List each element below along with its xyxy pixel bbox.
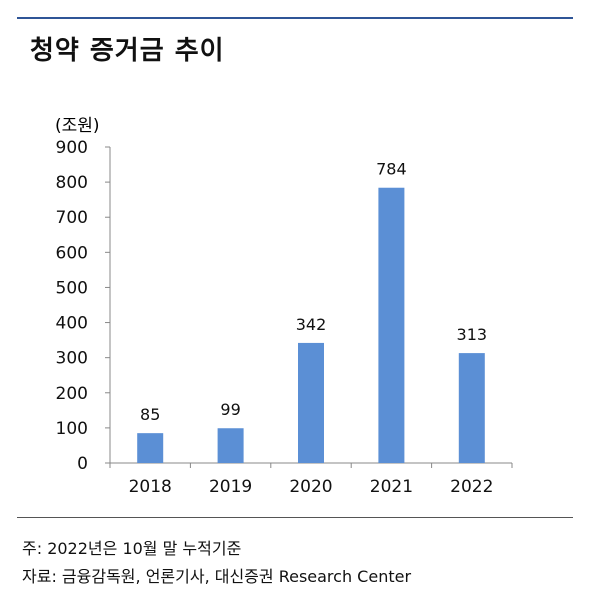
y-tick-label: 200 <box>56 384 88 404</box>
y-tick-label: 900 <box>56 138 88 158</box>
data-label-2020: 342 <box>296 315 327 334</box>
bar-2020 <box>298 342 324 463</box>
x-tick-label: 2021 <box>370 477 413 497</box>
data-label-2018: 85 <box>140 405 160 424</box>
y-axis: 0 100 200 300 400 500 600 700 800 900 <box>56 138 111 474</box>
bar-2021 <box>378 187 405 463</box>
bar-2022 <box>458 353 485 463</box>
bottom-rule <box>17 517 573 518</box>
y-tick-label: 800 <box>56 173 88 193</box>
x-tick-label: 2020 <box>289 477 332 497</box>
x-tick-label: 2019 <box>209 477 252 497</box>
bar-labels: 85 99 342 784 313 <box>140 160 487 424</box>
bar-2018 <box>137 433 164 463</box>
data-label-2021: 784 <box>376 160 407 179</box>
page-title: 청약 증거금 추이 <box>30 36 225 66</box>
y-tick-label: 600 <box>56 243 88 263</box>
y-tick-label: 500 <box>56 278 88 298</box>
footnote: 주: 2022년은 10월 말 누적기준 <box>22 539 242 558</box>
bars <box>137 187 485 463</box>
data-label-2022: 313 <box>457 325 488 344</box>
y-tick-label: 300 <box>56 349 88 369</box>
data-label-2019: 99 <box>220 400 240 419</box>
y-tick-label: 100 <box>56 419 88 439</box>
x-axis: 2018 2019 2020 2021 2022 <box>109 462 513 497</box>
bar-2019 <box>217 428 244 463</box>
y-tick-label: 400 <box>56 314 88 334</box>
x-tick-label: 2018 <box>129 477 172 497</box>
x-tick-label: 2022 <box>450 477 493 497</box>
y-tick-label: 0 <box>77 454 88 474</box>
y-tick-label: 700 <box>56 208 88 228</box>
top-rule <box>17 17 573 19</box>
unit-label: (조원) <box>55 116 100 136</box>
source-note: 자료: 금융감독원, 언론기사, 대신증권 Research Center <box>22 567 412 586</box>
